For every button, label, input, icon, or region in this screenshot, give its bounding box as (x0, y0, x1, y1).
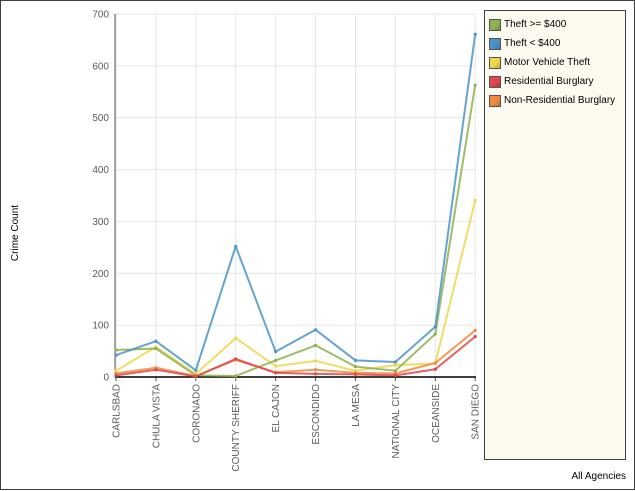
data-point (234, 336, 238, 340)
y-axis-title: Crime Count (10, 205, 21, 261)
data-point (154, 346, 158, 351)
data-point (353, 358, 358, 363)
legend-swatch (489, 56, 501, 69)
legend-label: Theft < $400 (504, 38, 561, 49)
data-point (433, 332, 437, 336)
y-tick-label: 300 (92, 217, 109, 228)
x-tick-label: OCEANSIDE (431, 384, 442, 443)
data-point (274, 364, 278, 368)
legend-swatch (489, 75, 501, 88)
series-line (115, 335, 476, 378)
series-line (115, 199, 477, 375)
x-tick-label: EL CAJON (271, 384, 282, 433)
axes (114, 14, 476, 381)
data-point (473, 334, 477, 339)
series-lines (114, 32, 477, 379)
data-point (353, 372, 358, 377)
data-point (313, 372, 318, 376)
series-theft-400 (114, 32, 477, 372)
data-point (114, 353, 118, 357)
data-point (433, 361, 437, 365)
series-line (115, 84, 477, 377)
legend-item: Non-Residential Burglary (485, 91, 625, 110)
data-point (234, 374, 238, 378)
footer-label: All Agencies (571, 471, 626, 482)
data-point (393, 369, 397, 373)
data-point (433, 325, 437, 329)
y-tick-label: 400 (92, 165, 109, 176)
data-point (234, 244, 238, 248)
y-tick-label: 0 (103, 373, 109, 384)
x-tick-label: CORONADO (191, 384, 202, 443)
y-tick-label: 600 (92, 61, 109, 72)
legend-swatch (489, 18, 501, 31)
tick-labels: 0 100 200 300 400 500 600 700 CARLSBAD CHULA VIST… (92, 10, 481, 472)
data-point (274, 358, 278, 363)
legend-item: Theft >= $400 (485, 15, 625, 34)
data-point (234, 357, 238, 361)
legend-label: Non-Residential Burglary (504, 95, 616, 106)
series-residential-burglary (114, 334, 477, 379)
data-point (313, 368, 318, 372)
data-point (393, 363, 397, 367)
x-tick-label: LA MESA (351, 384, 362, 427)
legend-item: Theft < $400 (485, 34, 625, 53)
x-tick-label: NATIONAL CITY (391, 384, 402, 459)
legend-label: Motor Vehicle Theft (504, 57, 590, 68)
y-tick-label: 700 (92, 10, 109, 21)
x-tick-label: SAN DIEGO (471, 384, 482, 440)
legend: Theft >= $400 Theft < $400 Motor Vehicle T… (484, 10, 626, 460)
legend-item: Motor Vehicle Theft (485, 53, 625, 72)
x-tick-label: ESCONDIDO (311, 384, 322, 445)
x-tick-label: CARLSBAD (112, 384, 123, 438)
legend-label: Theft >= $400 (504, 19, 567, 30)
legend-item: Residential Burglary (485, 72, 625, 91)
y-tick-label: 100 (92, 321, 109, 332)
data-point (114, 373, 118, 378)
grid (115, 13, 476, 377)
y-tick-label: 500 (92, 113, 109, 124)
data-point (274, 371, 278, 375)
data-point (473, 198, 477, 202)
x-tick-label: COUNTY SHERIFF (231, 384, 242, 472)
data-point (313, 328, 318, 332)
data-point (114, 348, 118, 352)
data-point (313, 359, 318, 363)
data-point (433, 367, 437, 371)
legend-swatch (489, 94, 501, 107)
data-point (114, 369, 118, 373)
series-line (115, 329, 476, 377)
series-line (115, 34, 477, 372)
data-point (194, 374, 198, 379)
data-point (313, 343, 318, 347)
y-tick-label: 200 (92, 269, 109, 280)
data-point (353, 365, 358, 369)
data-point (473, 32, 477, 36)
data-point (473, 83, 477, 87)
series-theft-400 (114, 83, 477, 378)
series-motor-vehicle-theft (114, 198, 477, 376)
data-point (473, 328, 477, 332)
legend-label: Residential Burglary (504, 76, 594, 87)
data-point (393, 360, 397, 364)
data-point (274, 349, 278, 354)
data-point (194, 368, 198, 372)
data-point (154, 339, 158, 343)
legend-swatch (489, 37, 501, 50)
data-point (393, 373, 397, 378)
data-point (154, 368, 158, 372)
x-tick-label: CHULA VISTA (151, 384, 162, 449)
